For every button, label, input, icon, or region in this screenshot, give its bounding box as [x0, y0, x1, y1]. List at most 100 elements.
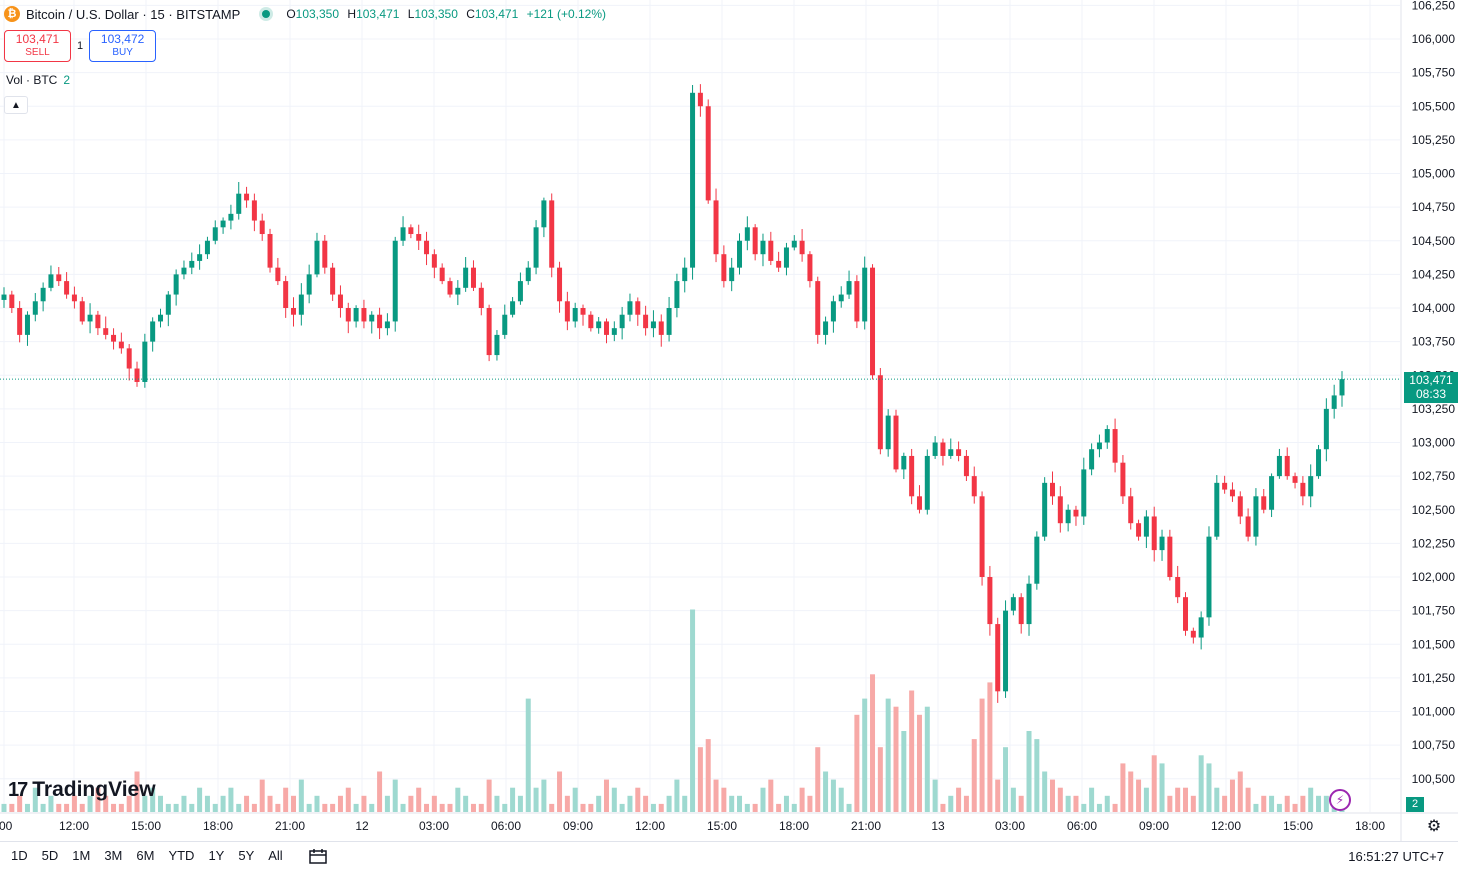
x-tick-label: 15:00: [131, 819, 161, 833]
tradingview-logo[interactable]: 17 TradingView: [8, 778, 156, 802]
range-3m[interactable]: 3M: [104, 848, 123, 863]
volume-bar: [674, 779, 680, 812]
volume-bar: [885, 698, 891, 812]
candle-body: [56, 274, 62, 282]
volume-bar: [330, 803, 336, 812]
y-tick-label: 102,250: [1412, 536, 1456, 550]
volume-bar: [854, 714, 860, 812]
clock[interactable]: 16:51:27 UTC+7: [1348, 849, 1444, 864]
candle-body: [510, 301, 516, 315]
volume-bar: [948, 795, 954, 812]
volume-bar: [533, 787, 539, 812]
buy-button[interactable]: 103,472 BUY: [89, 30, 157, 62]
range-5y[interactable]: 5Y: [238, 848, 255, 863]
x-tick-label: 12: [355, 819, 369, 833]
volume-bar: [157, 795, 163, 812]
volume-bar: [1042, 771, 1048, 812]
volume-bar: [1222, 795, 1228, 812]
volume-bar: [267, 795, 273, 812]
volume-bar: [236, 803, 242, 812]
volume-bar: [893, 706, 899, 812]
range-all[interactable]: All: [268, 848, 283, 863]
candle-body: [1167, 536, 1173, 577]
price-chart[interactable]: 106,250 106,000 105,750 105,500 105,250 105,0…: [0, 0, 1458, 841]
candle-body: [580, 308, 586, 315]
candle-body: [111, 334, 117, 342]
volume-bar: [877, 747, 883, 812]
volume-bar: [510, 787, 516, 812]
volume-bar: [1096, 803, 1102, 812]
candle-body: [525, 267, 531, 282]
range-ytd[interactable]: YTD: [168, 848, 195, 863]
volume-legend[interactable]: Vol · BTC 2: [6, 73, 71, 87]
sell-button[interactable]: 103,471 SELL: [4, 30, 71, 62]
candle-body: [1331, 395, 1337, 409]
lightning-icon[interactable]: ⚡: [1329, 789, 1351, 811]
range-1d[interactable]: 1D: [11, 848, 28, 863]
candle-body: [361, 308, 367, 322]
collapse-legend-button[interactable]: ▲: [4, 96, 28, 114]
range-6m[interactable]: 6M: [136, 848, 155, 863]
volume-bar: [963, 795, 969, 812]
candle-body: [494, 334, 500, 356]
candle-body: [893, 415, 899, 470]
volume-bar: [361, 795, 367, 812]
volume-bar: [1276, 803, 1282, 812]
candle-body: [596, 321, 602, 329]
go-to-date-icon[interactable]: [308, 848, 328, 864]
volume-bar: [416, 787, 422, 812]
volume-bar: [940, 803, 946, 812]
volume-bar: [298, 779, 304, 812]
x-tick-label: 12:00: [635, 819, 665, 833]
candle-body: [1269, 476, 1275, 510]
settings-gear-icon[interactable]: ⚙: [1426, 818, 1442, 835]
candle-body: [228, 213, 234, 221]
candle-body: [24, 314, 30, 335]
price-change: +121 (+0.12%): [526, 7, 607, 21]
y-tick-label: 103,000: [1412, 436, 1456, 450]
volume-bar: [1, 803, 7, 812]
candle-body: [1159, 536, 1165, 551]
volume-bar: [486, 779, 492, 812]
candle-body: [87, 314, 93, 322]
volume-bar: [478, 803, 484, 812]
candle-body: [1057, 496, 1063, 524]
volume-bar: [353, 803, 359, 812]
volume-bar: [1159, 763, 1165, 812]
volume-bar: [971, 739, 977, 812]
range-1m[interactable]: 1M: [72, 848, 91, 863]
candle-body: [1136, 523, 1142, 537]
candle-body: [1073, 509, 1079, 517]
volume-bar: [244, 795, 250, 812]
candle-body: [392, 240, 398, 322]
candle-body: [877, 375, 883, 450]
candle-body: [690, 92, 696, 268]
candle-body: [1323, 408, 1329, 450]
y-tick-label: 104,750: [1412, 200, 1456, 214]
volume-bar: [1167, 795, 1173, 812]
candle-body: [1308, 476, 1314, 497]
candle-body: [807, 254, 813, 282]
volume-bar: [103, 795, 109, 812]
volume-bar: [314, 795, 320, 812]
candle-body: [854, 281, 860, 322]
candle-body: [1245, 516, 1251, 537]
candle-body: [1237, 496, 1243, 517]
y-tick-label: 105,000: [1412, 167, 1456, 181]
volume-bar: [1057, 787, 1063, 812]
candle-body: [823, 321, 829, 335]
volume-bar: [337, 795, 343, 812]
candle-body: [322, 240, 328, 268]
symbol-title[interactable]: Bitcoin / U.S. Dollar · 15 · BITSTAMP: [26, 6, 241, 22]
x-tick-label: 03:00: [995, 819, 1025, 833]
candle-body: [353, 308, 359, 322]
volume-bar: [1128, 771, 1134, 812]
range-5d[interactable]: 5D: [41, 848, 59, 863]
volume-bar: [228, 787, 234, 812]
candle-body: [369, 314, 375, 322]
volume-bar: [79, 803, 85, 812]
candle-body: [298, 294, 304, 315]
y-tick-label: 106,250: [1412, 0, 1456, 12]
candle-body: [48, 274, 54, 288]
range-1y[interactable]: 1Y: [208, 848, 225, 863]
